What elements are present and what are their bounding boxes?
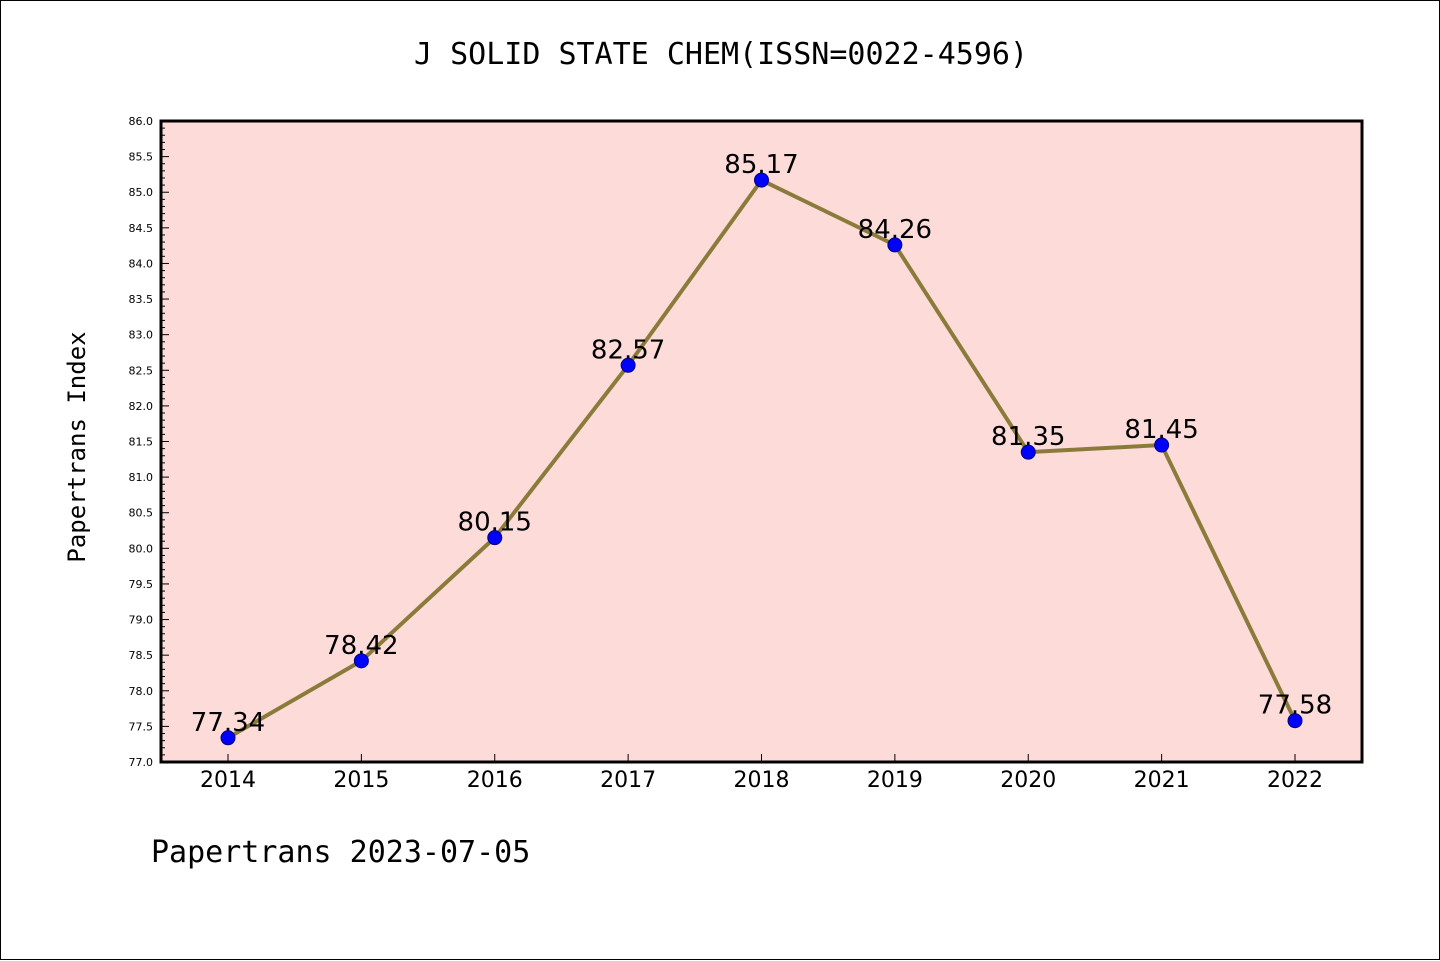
- y-tick-label: 85.0: [129, 186, 154, 199]
- y-tick-label: 79.5: [129, 578, 154, 591]
- y-tick-label: 82.5: [129, 364, 154, 377]
- x-tick-label: 2020: [1000, 768, 1056, 793]
- y-tick-label: 85.5: [129, 151, 154, 164]
- y-tick-label: 82.0: [129, 400, 154, 413]
- data-point: [1287, 713, 1303, 729]
- footer-note: Papertrans 2023-07-05: [151, 835, 531, 870]
- data-point: [220, 730, 236, 746]
- x-tick-label: 2015: [333, 768, 389, 793]
- y-tick-label: 77.0: [129, 756, 154, 769]
- y-tick-label: 83.5: [129, 293, 154, 306]
- data-point: [1154, 437, 1170, 453]
- data-point: [1020, 444, 1036, 460]
- y-tick-label: 86.0: [129, 115, 154, 128]
- y-tick-label: 84.5: [129, 222, 154, 235]
- x-tick-label: 2018: [734, 768, 790, 793]
- y-tick-label: 81.5: [129, 436, 154, 449]
- data-point: [887, 237, 903, 253]
- data-point: [620, 357, 636, 373]
- y-tick-label: 80.0: [129, 542, 154, 555]
- y-tick-label: 78.5: [129, 649, 154, 662]
- x-tick-label: 2021: [1134, 768, 1190, 793]
- x-tick-label: 2016: [467, 768, 523, 793]
- y-tick-label: 77.5: [129, 720, 154, 733]
- y-tick-label: 80.5: [129, 507, 154, 520]
- y-tick-label: 79.0: [129, 614, 154, 627]
- y-tick-label: 84.0: [129, 257, 154, 270]
- data-point: [754, 172, 769, 188]
- y-tick-label: 78.0: [129, 685, 154, 698]
- data-point: [487, 530, 503, 546]
- x-tick-label: 2017: [600, 768, 656, 793]
- x-tick-label: 2019: [867, 768, 923, 793]
- chart-title: J SOLID STATE CHEM(ISSN=0022-4596): [413, 37, 1029, 72]
- data-point: [353, 653, 369, 669]
- y-tick-label: 81.0: [129, 471, 154, 484]
- x-tick-label: 2014: [200, 768, 256, 793]
- plot-frame: [159, 119, 1364, 764]
- y-tick-label: 83.0: [129, 329, 154, 342]
- x-tick-label: 2022: [1267, 768, 1323, 793]
